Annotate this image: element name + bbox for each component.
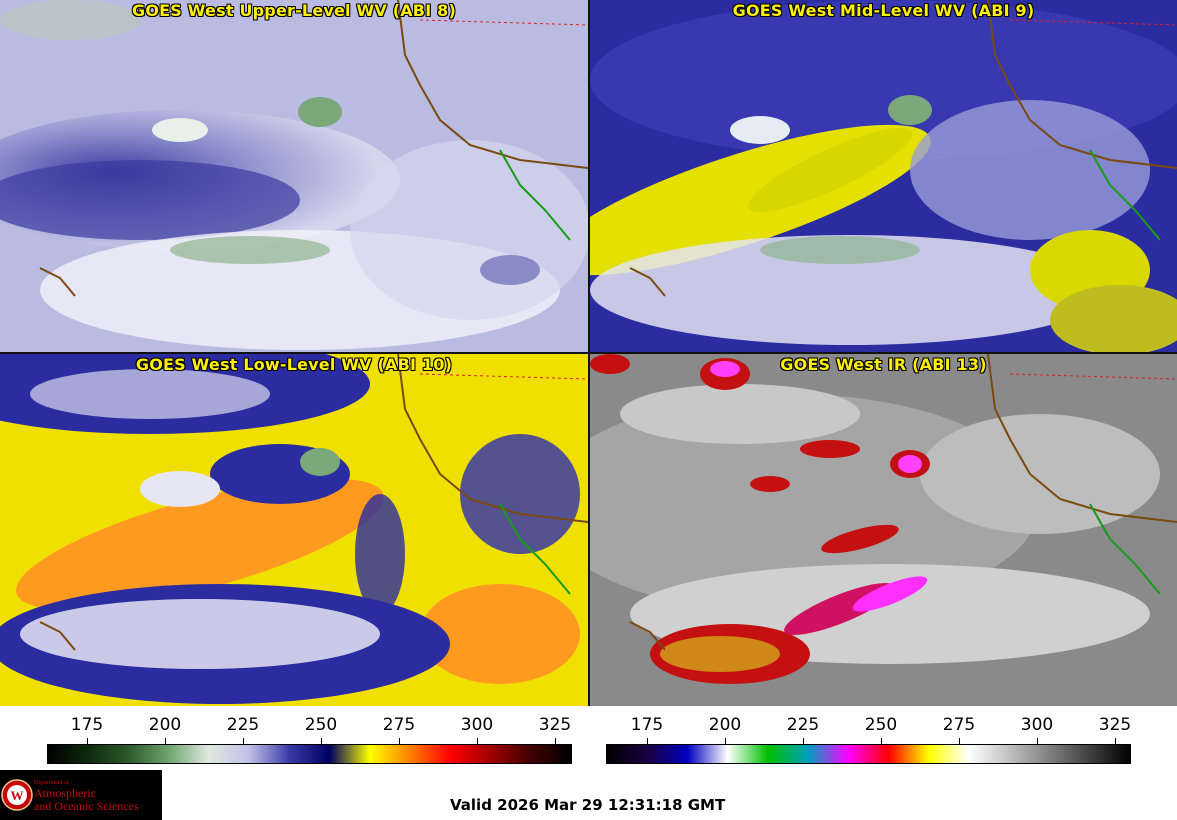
- tick-label: 275: [942, 715, 976, 735]
- panel-divider-horizontal: [0, 352, 1177, 354]
- panel-title: GOES West Upper-Level WV (ABI 8): [132, 1, 456, 20]
- panel-ir: GOES West IR (ABI 13): [590, 354, 1177, 706]
- panel-title: GOES West Mid-Level WV (ABI 9): [732, 1, 1035, 20]
- tick-label: 175: [630, 715, 664, 735]
- tick-label: 250: [864, 715, 898, 735]
- svg-text:W: W: [11, 788, 24, 803]
- colorbar-wv: [47, 744, 572, 764]
- ir-image: [590, 354, 1177, 706]
- aos-logo[interactable]: W Department of Atmospheric and Oceanic …: [0, 770, 162, 820]
- panel-upper-level-wv: GOES West Upper-Level WV (ABI 8): [0, 0, 588, 352]
- tick-label: 275: [382, 715, 416, 735]
- logo-name-line2: and Oceanic Sciences: [34, 799, 139, 813]
- valid-time: Valid 2026 Mar 29 12:31:18 GMT: [450, 796, 726, 814]
- panel-title: GOES West IR (ABI 13): [780, 355, 987, 374]
- panel-mid-level-wv: GOES West Mid-Level WV (ABI 9): [590, 0, 1177, 352]
- mid-wv-image: [590, 0, 1177, 352]
- low-wv-image: [0, 354, 588, 706]
- uw-seal-icon: W: [1, 779, 33, 811]
- tick-label: 300: [460, 715, 494, 735]
- logo-name-line1: Atmospheric: [34, 786, 96, 800]
- tick-label: 225: [226, 715, 260, 735]
- colorbar-ir: [606, 744, 1131, 764]
- tick-label: 225: [786, 715, 820, 735]
- tick-label: 325: [538, 715, 572, 735]
- tick-label: 175: [70, 715, 104, 735]
- panel-title: GOES West Low-Level WV (ABI 10): [135, 355, 453, 374]
- tick-label: 200: [708, 715, 742, 735]
- tick-label: 250: [304, 715, 338, 735]
- tick-label: 200: [148, 715, 182, 735]
- tick-label: 325: [1098, 715, 1132, 735]
- logo-dept-line: Department of: [34, 780, 69, 786]
- panel-low-level-wv: GOES West Low-Level WV (ABI 10): [0, 354, 588, 706]
- tick-label: 300: [1020, 715, 1054, 735]
- upper-wv-image: [0, 0, 588, 352]
